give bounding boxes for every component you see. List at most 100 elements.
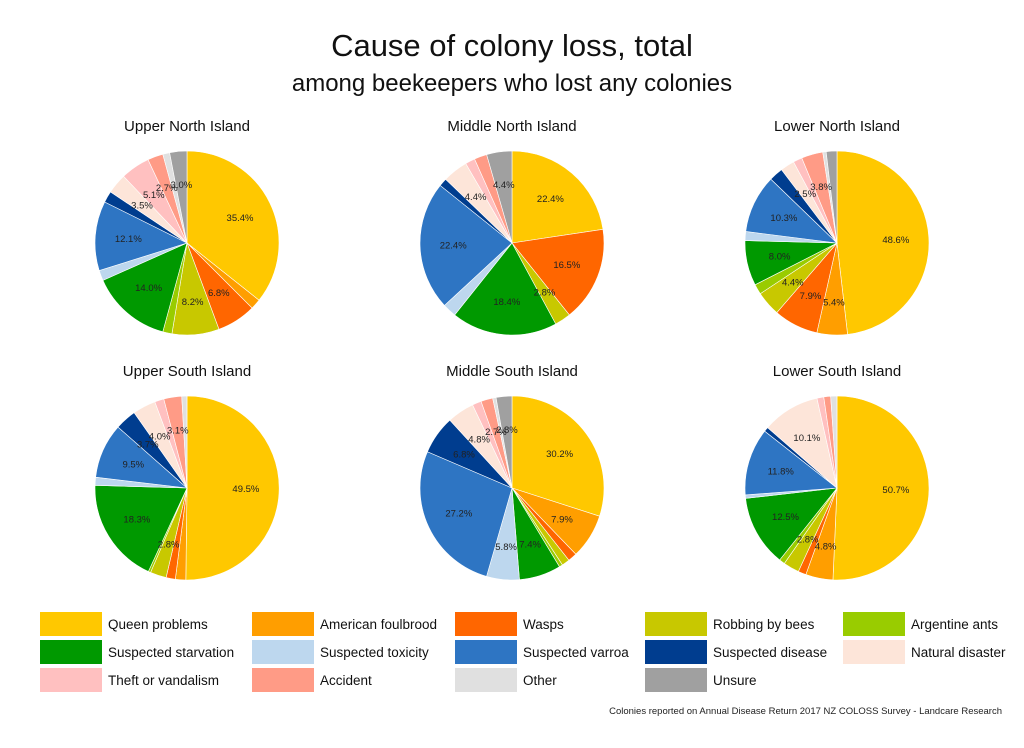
legend-swatch	[455, 612, 517, 636]
legend-label: American foulbrood	[320, 616, 438, 632]
data-label: 8.2%	[182, 297, 204, 308]
pie-slice-unsure	[495, 395, 513, 489]
data-label: 12.1%	[115, 234, 142, 245]
data-label: 49.5%	[232, 484, 259, 495]
data-label: 9.5%	[122, 460, 144, 471]
legend-label: Other	[523, 672, 557, 688]
pie-slice-suspected-starvation	[745, 487, 838, 561]
pie-upper-north-island: Upper North Island 35.4% 6.8% 8.2% 14.0% 12.1…	[94, 118, 280, 336]
data-label: 4.0%	[149, 431, 171, 442]
data-label: 6.8%	[453, 449, 475, 460]
data-label: 10.3%	[770, 213, 797, 224]
data-label: 4.4%	[782, 277, 804, 288]
pie-upper-south-island: Upper South Island 49.5% 2.8% 18.3% 9.5% 3.7%…	[94, 363, 280, 581]
pie-title: Upper North Island	[124, 118, 250, 135]
legend-swatch	[40, 640, 102, 664]
data-label: 4.8%	[815, 541, 837, 552]
legend-label: Suspected starvation	[108, 644, 235, 660]
pie-slice-other	[830, 395, 838, 489]
data-label: 14.0%	[135, 283, 162, 294]
data-label: 50.7%	[882, 485, 909, 496]
data-label: 10.1%	[793, 433, 820, 444]
legend-label: Theft or vandalism	[108, 672, 220, 688]
legend-item-other: Other	[455, 668, 557, 692]
data-label: 2.8%	[496, 425, 518, 436]
data-label: 27.2%	[445, 509, 472, 520]
legend-label: Unsure	[713, 672, 757, 688]
legend-label: Suspected toxicity	[320, 644, 429, 660]
pie-slice-suspected-varroa	[94, 201, 188, 271]
legend-swatch	[455, 640, 517, 664]
data-label: 22.4%	[537, 194, 564, 205]
legend-item-theft-or-vandalism: Theft or vandalism	[40, 668, 219, 692]
pie-slice-wasps	[511, 228, 605, 316]
legend-swatch	[843, 612, 905, 636]
data-label: 2.8%	[158, 539, 180, 550]
legend-item-robbing-by-bees: Robbing by bees	[645, 612, 814, 636]
pie-slice-queen-problems	[836, 150, 930, 335]
legend-label: Suspected varroa	[523, 644, 629, 660]
data-label: 30.2%	[546, 449, 573, 460]
legend-item-suspected-starvation: Suspected starvation	[40, 640, 234, 664]
data-label: 3.0%	[171, 180, 193, 191]
data-label: 6.8%	[208, 288, 230, 299]
chart-subtitle: among beekeepers who lost any colonies	[291, 70, 733, 97]
pie-slice-unsure	[486, 150, 513, 244]
data-label: 3.5%	[131, 201, 153, 212]
data-label: 7.4%	[519, 540, 541, 551]
legend-label: Natural disaster	[911, 644, 1006, 660]
legend-swatch	[843, 640, 905, 664]
legend-label: Robbing by bees	[713, 616, 815, 632]
pie-middle-north-island: Middle North Island 22.4% 16.5% 2.8% 18.4% 22…	[419, 118, 605, 336]
data-label: 18.3%	[123, 515, 150, 526]
legend-label: Argentine ants	[911, 616, 999, 632]
legend-swatch	[40, 668, 102, 692]
data-label: 4.8%	[468, 435, 490, 446]
pie-slice-queen-problems	[185, 395, 280, 581]
data-label: 35.4%	[227, 213, 254, 224]
data-label: 7.9%	[800, 291, 822, 302]
data-label: 18.4%	[493, 297, 520, 308]
legend-label: Suspected disease	[713, 644, 828, 660]
data-label: 2.5%	[794, 189, 816, 200]
data-label: 3.7%	[137, 440, 159, 451]
legend-item-suspected-disease: Suspected disease	[645, 640, 827, 664]
pie-slice-queen-problems	[511, 150, 604, 244]
pie-slice-queen-problems	[186, 150, 280, 301]
pie-slice-suspected-varroa	[419, 451, 513, 577]
pie-slice-other	[181, 395, 188, 489]
pie-slice-queen-problems	[832, 395, 930, 581]
legend-label: Accident	[320, 672, 372, 688]
legend-label: Queen problems	[108, 616, 208, 632]
legend-swatch	[645, 668, 707, 692]
data-label: 5.1%	[143, 190, 165, 201]
legend-item-accident: Accident	[252, 668, 372, 692]
data-label: 11.8%	[768, 466, 795, 477]
legend-item-suspected-toxicity: Suspected toxicity	[252, 640, 429, 664]
pie-slice-unsure	[169, 150, 188, 244]
legend-swatch	[252, 640, 314, 664]
legend-swatch	[40, 612, 102, 636]
pie-slice-unsure	[825, 150, 838, 244]
legend-item-wasps: Wasps	[455, 612, 564, 636]
data-label: 4.4%	[465, 192, 487, 203]
data-label: 22.4%	[440, 241, 467, 252]
data-label: 3.1%	[167, 425, 189, 436]
legend-swatch	[252, 612, 314, 636]
pie-slice-queen-problems	[511, 395, 605, 517]
pie-slice-suspected-varroa	[419, 185, 513, 306]
legend-item-natural-disaster: Natural disaster	[843, 640, 1006, 664]
pie-title: Upper South Island	[123, 363, 251, 380]
data-label: 2.8%	[797, 535, 819, 546]
pie-title: Middle South Island	[446, 363, 578, 380]
chart-title: Cause of colony loss, total	[331, 28, 693, 63]
legend-swatch	[455, 668, 517, 692]
legend-swatch	[645, 640, 707, 664]
legend-item-argentine-ants: Argentine ants	[843, 612, 998, 636]
pie-slice-suspected-starvation	[102, 242, 188, 333]
legend-swatch	[252, 668, 314, 692]
legend-swatch	[645, 612, 707, 636]
pie-title: Lower South Island	[773, 363, 901, 380]
pie-lower-north-island: Lower North Island 48.6% 5.4%7.9% 4.4% 8.0% 1…	[744, 118, 930, 336]
data-label: 16.5%	[553, 260, 580, 271]
